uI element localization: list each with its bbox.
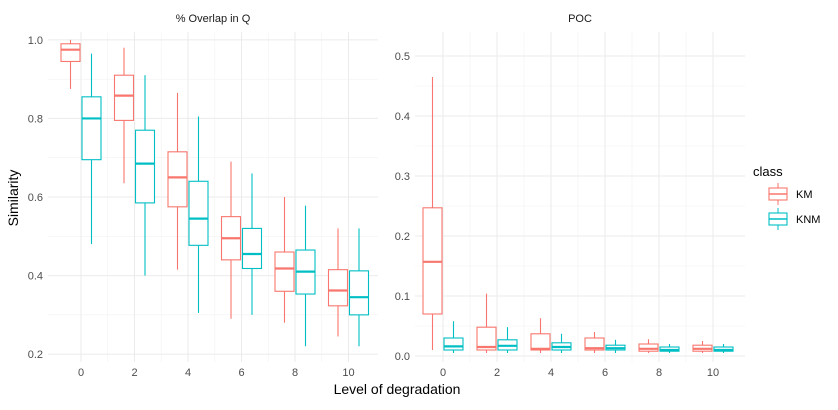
panel-1-y-tick-label: 0.4 [28,271,43,283]
box-iqr [60,43,81,63]
panel-2-box-km-x4 [530,318,551,353]
panel-2-box-knm-x2 [497,327,518,353]
box-iqr [530,333,551,351]
legend-title: class [753,164,783,179]
panel-1-y-tick-label: 1.0 [28,35,43,47]
panel-1: 0.2 0.4 0.6 0.8 1.0 0 2 4 6 8 10 % Overlap in Q [28,13,378,379]
panel-2-x-tick-label: 6 [602,367,608,379]
panel-1-box-km-x4 [167,92,188,270]
panel-1-x-tick-label: 4 [185,367,191,379]
panel-2-x-tick-label: 10 [707,367,719,379]
panel-1-x-tick-label: 0 [78,367,84,379]
panel-1-x-tick-label: 2 [131,367,137,379]
panel-2-box-knm-x0 [443,321,464,353]
panel-2-box-km-x2 [476,293,497,353]
panel-1-y-tick-label: 0.8 [28,113,43,125]
panel-1-box-km-x8 [274,197,295,323]
panel-1-box-knm-x6 [241,173,263,315]
y-axis-title: Similarity [5,170,21,227]
panel-2-box-knm-x10 [713,344,734,353]
box-iqr [638,343,659,352]
panel-2-y-tick-label: 0.5 [395,51,410,63]
panel-2-y-tick-label: 0.4 [395,111,410,123]
legend-label-knm: KNM [796,214,820,226]
panel-1-box-km-x0 [60,39,81,89]
legend-keys: KM KNM [768,183,820,230]
box-iqr [134,129,156,204]
panel-1-strip-title: % Overlap in Q [176,13,251,25]
panel-1-x-tick-label: 10 [342,367,354,379]
panel-2-x-tick-label: 4 [548,367,554,379]
box-iqr [81,96,102,161]
box-iqr [443,337,464,351]
box-iqr [167,151,188,208]
panel-1-box-knm-x10 [348,228,370,347]
panel-2-y-tick-label: 0.2 [395,231,410,243]
panel-1-x-tick-label: 8 [292,367,298,379]
panel-1-box-km-x2 [113,47,135,184]
legend-label-km: KM [796,189,813,201]
panels-layer: 0.20.40.60.81.00 2 4 6 8 10% Overlap in Q0.00… [28,13,745,379]
panel-2-y-tick-label: 0.3 [395,171,410,183]
box-iqr [348,270,370,316]
panel-1-box-km-x10 [327,228,349,337]
box-iqr [241,227,263,270]
box-iqr [327,269,349,307]
panel-2-strip-title: POC [568,13,592,25]
panel-2-box-knm-x8 [659,344,680,353]
box-iqr [584,337,605,351]
panel-1-box-km-x6 [220,161,242,319]
x-axis-title: Level of degradation [334,381,461,397]
panel-2-y-tick-label: 0.0 [395,351,410,363]
panel-2-box-km-x0 [422,77,443,350]
panel-2-x-tick-label: 8 [656,367,662,379]
panel-1-box-knm-x2 [134,75,156,276]
panel-1-x-tick-label: 6 [238,367,244,379]
panel-2-box-knm-x6 [605,339,626,353]
panel-1-y-tick-label: 0.2 [28,349,43,361]
panel-2-x-tick-label: 2 [494,367,500,379]
box-iqr [188,180,209,246]
panel-2-box-knm-x4 [551,333,572,353]
legend: class KM KNM [753,164,820,230]
panel-1-box-knm-x0 [81,53,102,245]
panel-2-box-km-x8 [638,339,659,353]
box-iqr [476,326,497,351]
legend-key-knm: KNM [768,208,820,230]
box-iqr [113,74,135,121]
panel-1-y-tick-label: 0.6 [28,192,43,204]
box-iqr [274,251,295,292]
panel-1-box-knm-x8 [295,205,316,347]
panel-2-box-km-x6 [584,332,605,353]
panel-2: 0.0 0.1 0.2 0.3 0.4 0.5 0 2 4 6 8 10 POC [395,13,745,379]
panel-2-box-km-x10 [692,341,713,353]
panel-1-box-knm-x4 [188,116,209,313]
panel-2-y-tick-label: 0.1 [395,291,410,303]
legend-key-km: KM [768,183,813,205]
panel-2-x-tick-label: 0 [440,367,446,379]
